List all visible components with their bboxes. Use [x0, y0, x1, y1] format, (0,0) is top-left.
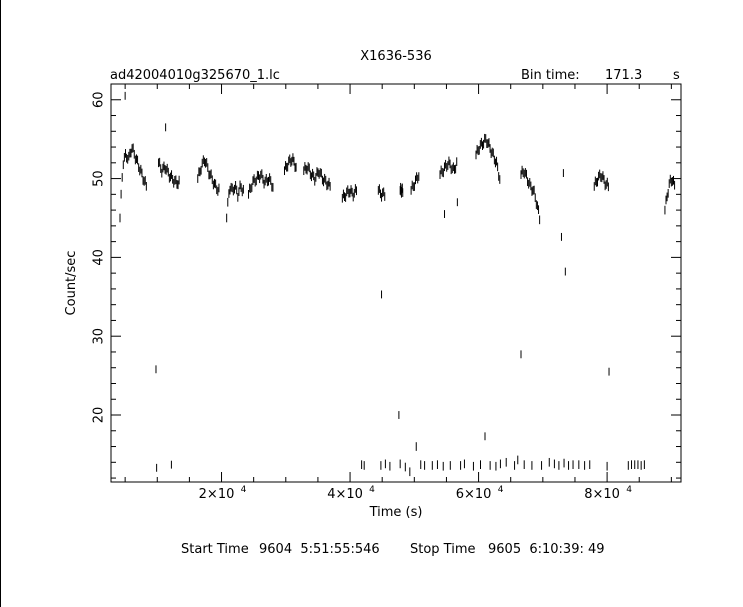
stop-time-label: Stop Time: [410, 542, 476, 557]
bin-time-value: 171.3: [605, 68, 642, 83]
y-tick-labels: 20 30 40 50 60: [92, 91, 107, 423]
y-tick-label: 20: [92, 407, 107, 424]
x-tick-label: 2×10: [199, 487, 235, 502]
x-tick-exponent: 4: [241, 485, 247, 495]
chart-title: X1636-536: [360, 49, 432, 64]
y-tick-label: 60: [92, 91, 107, 108]
file-label: ad42004010g325670_1.lc: [110, 68, 280, 83]
stop-time-value: 9605 6:10:39: 49: [488, 542, 605, 557]
start-time-value: 9604 5:51:55:546: [259, 542, 380, 557]
x-tick-exponent: 4: [626, 485, 632, 495]
x-axis-label: Time (s): [369, 505, 423, 520]
x-tick-exponent: 4: [498, 485, 504, 495]
x-tick-labels: 2×10 4 4×10 4 6×10 4 8×10 4: [199, 485, 633, 502]
data-points: [119, 91, 676, 477]
y-tick-label: 30: [92, 328, 107, 345]
x-tick-exponent: 4: [369, 485, 375, 495]
y-tick-label: 50: [92, 170, 107, 187]
start-time-label: Start Time: [181, 542, 249, 557]
x-tick-label: 4×10: [327, 487, 363, 502]
y-axis-label: Count/sec: [64, 251, 79, 316]
x-tick-label: 6×10: [456, 487, 492, 502]
plot-frame: [110, 83, 682, 483]
axis-ticks: [111, 83, 681, 482]
y-tick-label: 40: [92, 249, 107, 266]
window-left-border: [0, 0, 1, 607]
bin-time-label: Bin time:: [521, 68, 580, 83]
x-tick-label: 8×10: [584, 487, 620, 502]
bin-time-unit: s: [673, 68, 680, 83]
